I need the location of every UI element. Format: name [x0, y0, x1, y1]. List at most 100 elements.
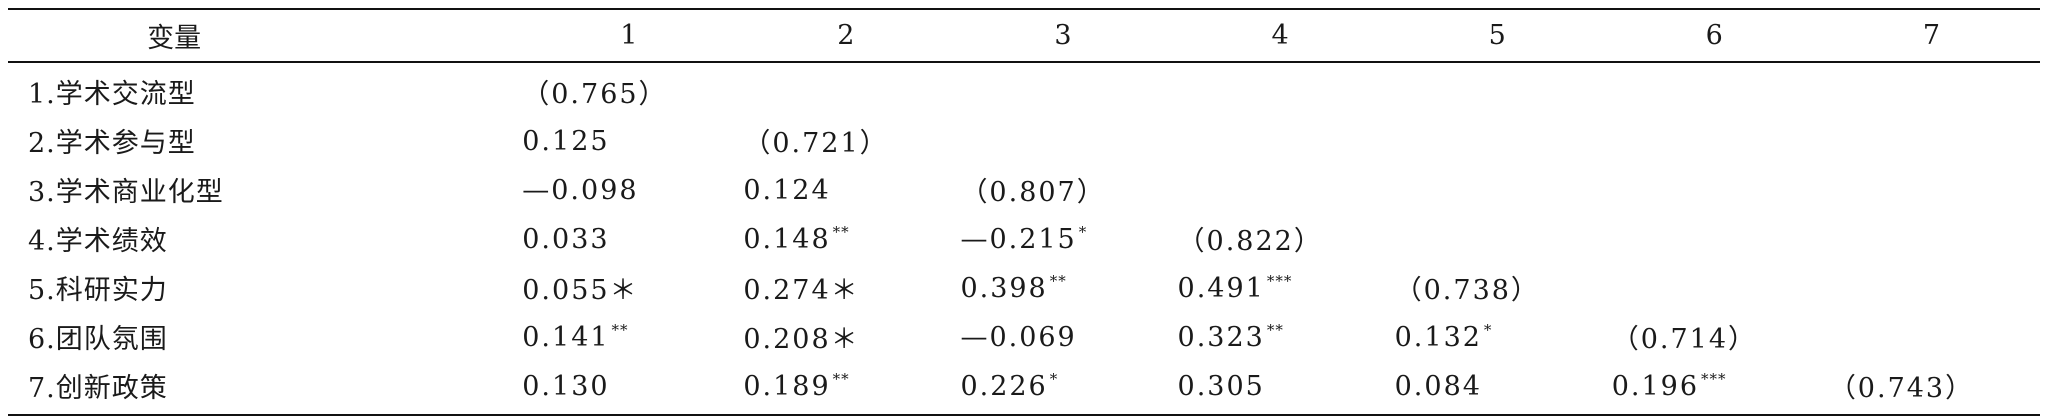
table-cell: 0.084 [1389, 361, 1606, 415]
table-cell: —0.098 [520, 165, 737, 214]
significance-marker: ** [1266, 320, 1284, 339]
table-cell: （0.743） [1823, 361, 2040, 415]
significance-marker: * [1483, 320, 1493, 339]
table-cell: 0.208＊ [737, 312, 954, 361]
cell-value: 0.305 [1177, 370, 1265, 402]
table-cell: （0.721） [737, 116, 954, 165]
table-cell: 0.148 ** [737, 214, 954, 263]
table-cell [737, 62, 954, 116]
significance-marker: ** [611, 320, 629, 339]
table-cell: 0.130 [520, 361, 737, 415]
correlation-table: 变量 1 2 3 4 5 6 7 1.学术交流型 （0.765） 2.学术参与型 0.… [8, 8, 2040, 416]
cell-value: 0.226 [960, 370, 1048, 402]
table-body: 1.学术交流型 （0.765） 2.学术参与型 0.125 （0.721） 3.学术商业化… [8, 62, 2040, 415]
table-row: 5.科研实力 0.055＊ 0.274＊ 0.398 ** 0.491 *** （0.738） [8, 263, 2040, 312]
cell-value: （0.738） [1394, 275, 1540, 306]
cell-value: 0.125 [522, 125, 610, 157]
cell-value: （0.807） [960, 177, 1106, 208]
cell-value: 0.148 [743, 223, 831, 255]
header-col-7: 7 [1922, 20, 1940, 51]
header-col-6: 6 [1705, 20, 1723, 51]
table-row: 6.团队氛围 0.141 ** 0.208＊ —0.069 0.323 ** 0.132 * （0… [8, 312, 2040, 361]
table-cell [1389, 165, 1606, 214]
row-variable-label: 2.学术参与型 [28, 128, 196, 159]
table-cell [1172, 116, 1389, 165]
table-row: 7.创新政策 0.130 0.189 ** 0.226 * 0.305 0.084 0.196 *… [8, 361, 2040, 415]
table-cell: 0.055＊ [520, 263, 737, 312]
row-variable-label: 3.学术商业化型 [28, 177, 224, 208]
table-cell [1606, 165, 1823, 214]
cell-value: （0.714） [1611, 324, 1758, 355]
row-variable-label: 7.创新政策 [28, 373, 168, 404]
table-cell: （0.738） [1389, 263, 1606, 312]
cell-value: （0.765） [522, 79, 668, 110]
table-cell: 0.124 [737, 165, 954, 214]
table-cell [1606, 263, 1823, 312]
cell-value: 0.132 [1394, 321, 1482, 353]
header-variable: 变量 [147, 23, 202, 54]
significance-marker: *** [1266, 271, 1293, 290]
table-cell [1606, 116, 1823, 165]
table-cell: （0.807） [954, 165, 1171, 214]
table-cell: 0.305 [1172, 361, 1389, 415]
cell-value: 0.130 [522, 370, 610, 402]
cell-value: 0.189 [743, 370, 831, 402]
cell-value: 0.033 [522, 223, 610, 255]
cell-value: —0.215 [960, 223, 1077, 255]
significance-marker: * [1049, 369, 1059, 388]
table-row: 3.学术商业化型 —0.098 0.124 （0.807） [8, 165, 2040, 214]
table-cell: 0.125 [520, 116, 737, 165]
table-cell [1389, 116, 1606, 165]
table-cell: 0.398 ** [954, 263, 1171, 312]
cell-value: 0.491 [1177, 272, 1265, 304]
table-cell [1389, 62, 1606, 116]
table-cell [1823, 312, 2040, 361]
row-variable-label: 6.团队氛围 [28, 324, 168, 355]
table-cell: 0.189 ** [737, 361, 954, 415]
table-cell: 0.226 * [954, 361, 1171, 415]
header-col-2: 2 [837, 20, 855, 51]
table-cell [954, 62, 1171, 116]
table-cell: 0.323 ** [1172, 312, 1389, 361]
cell-value: 0.055＊ [522, 275, 639, 306]
significance-marker: ** [1049, 271, 1067, 290]
header-row: 变量 1 2 3 4 5 6 7 [8, 9, 2040, 62]
cell-value: （0.721） [743, 128, 889, 159]
table-row: 4.学术绩效 0.033 0.148 ** —0.215 * （0.822） [8, 214, 2040, 263]
table-cell: 0.491 *** [1172, 263, 1389, 312]
significance-marker: ** [832, 222, 850, 241]
cell-value: 0.398 [960, 272, 1048, 304]
header-col-3: 3 [1054, 20, 1072, 51]
table-cell [1823, 214, 2040, 263]
header-col-5: 5 [1488, 20, 1506, 51]
table-cell: （0.714） [1606, 312, 1823, 361]
row-variable-label: 5.科研实力 [28, 275, 168, 306]
cell-value: 0.196 [1611, 370, 1700, 402]
table-cell: 0.141 ** [520, 312, 737, 361]
header-col-1: 1 [620, 20, 638, 51]
table-cell [1823, 165, 2040, 214]
cell-value: 0.323 [1177, 321, 1265, 353]
cell-value: 0.124 [743, 174, 831, 206]
table-cell: （0.765） [520, 62, 737, 116]
table-cell [1606, 62, 1823, 116]
cell-value: 0.274＊ [743, 275, 860, 306]
table-cell [1389, 214, 1606, 263]
row-variable-label: 1.学术交流型 [28, 79, 196, 110]
table-cell [1823, 263, 2040, 312]
table-cell [1823, 116, 2040, 165]
cell-value: 0.084 [1394, 370, 1482, 402]
table-cell: 0.274＊ [737, 263, 954, 312]
cell-value: 0.208＊ [743, 324, 860, 355]
table-row: 1.学术交流型 （0.765） [8, 62, 2040, 116]
table-cell [1172, 165, 1389, 214]
table-cell: 0.196 *** [1606, 361, 1823, 415]
significance-marker: * [1078, 222, 1088, 241]
table-cell [1172, 62, 1389, 116]
significance-marker: *** [1701, 369, 1727, 388]
cell-value: （0.743） [1828, 373, 1975, 404]
table-cell: （0.822） [1172, 214, 1389, 263]
cell-value: —0.098 [522, 174, 639, 206]
table-cell: 0.033 [520, 214, 737, 263]
header-col-4: 4 [1271, 20, 1289, 51]
